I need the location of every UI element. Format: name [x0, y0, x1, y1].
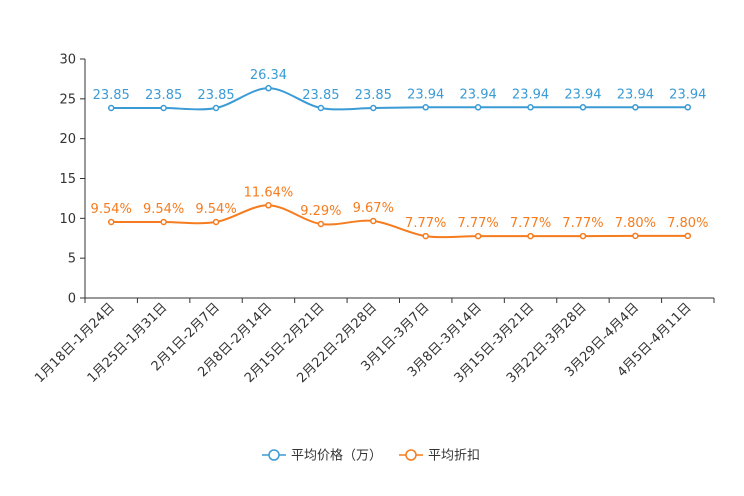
data-point	[317, 104, 325, 112]
data-label: 9.54%	[195, 202, 236, 217]
y-tick-label: 15	[59, 172, 76, 187]
y-tick-label: 30	[59, 53, 76, 68]
data-label: 9.54%	[91, 202, 132, 217]
data-point	[474, 104, 482, 111]
data-point	[527, 232, 534, 240]
data-label: 23.85	[355, 88, 392, 103]
data-point	[265, 202, 272, 209]
data-label: 9.67%	[353, 201, 394, 216]
data-label: 23.85	[197, 88, 234, 103]
data-label: 23.94	[512, 87, 549, 102]
data-label: 7.80%	[615, 216, 656, 231]
y-tick-label: 25	[59, 92, 76, 107]
data-point	[370, 217, 377, 225]
legend-item[interactable]: 平均折扣	[399, 449, 480, 464]
data-label: 7.77%	[405, 216, 446, 231]
y-tick-label: 20	[59, 132, 76, 147]
data-label: 26.34	[250, 68, 287, 83]
data-point	[107, 104, 115, 112]
data-labels: 23.85 23.85 23.85 26.34 23.85 23.85 23.94 23.94…	[91, 68, 709, 231]
data-label: 23.94	[460, 87, 497, 102]
data-label: 23.94	[617, 87, 654, 102]
data-point	[265, 84, 272, 92]
data-point	[579, 232, 587, 240]
data-point	[632, 232, 639, 240]
legend-marker	[268, 449, 280, 461]
data-point	[317, 220, 325, 228]
y-tick-label: 5	[68, 252, 76, 267]
data-point	[370, 104, 377, 112]
data-label: 23.94	[407, 87, 444, 102]
data-point	[632, 104, 639, 111]
data-label: 7.77%	[510, 216, 551, 231]
data-point	[474, 232, 482, 240]
data-label: 23.94	[564, 87, 601, 102]
data-point	[684, 104, 692, 111]
y-tick-label: 0	[68, 292, 76, 307]
data-label: 23.85	[93, 88, 130, 103]
data-point	[579, 104, 587, 111]
data-point	[422, 104, 429, 111]
data-label: 7.77%	[562, 216, 603, 231]
data-point	[684, 232, 692, 240]
data-point	[422, 232, 429, 240]
data-point	[212, 218, 220, 226]
data-label: 23.85	[302, 88, 339, 103]
series-line	[111, 87, 688, 111]
data-point	[160, 218, 167, 226]
legend[interactable]: 平均价格（万） 平均折扣	[262, 448, 480, 464]
data-label: 9.29%	[300, 204, 341, 219]
data-label: 23.94	[669, 87, 706, 102]
data-point	[107, 218, 115, 226]
series-line	[111, 204, 688, 239]
legend-marker	[405, 449, 417, 461]
data-label: 9.54%	[143, 202, 184, 217]
data-point	[212, 104, 220, 112]
legend-label: 平均折扣	[428, 449, 480, 464]
legend-label: 平均价格（万）	[291, 448, 382, 464]
data-point	[160, 104, 167, 112]
data-label: 7.80%	[667, 216, 708, 231]
data-label: 23.85	[145, 88, 182, 103]
data-label: 11.64%	[244, 185, 294, 200]
data-point	[527, 104, 534, 111]
data-label: 7.77%	[457, 216, 498, 231]
series-layer	[107, 84, 692, 240]
y-tick-label: 10	[59, 212, 76, 227]
legend-item[interactable]: 平均价格（万）	[262, 448, 382, 464]
